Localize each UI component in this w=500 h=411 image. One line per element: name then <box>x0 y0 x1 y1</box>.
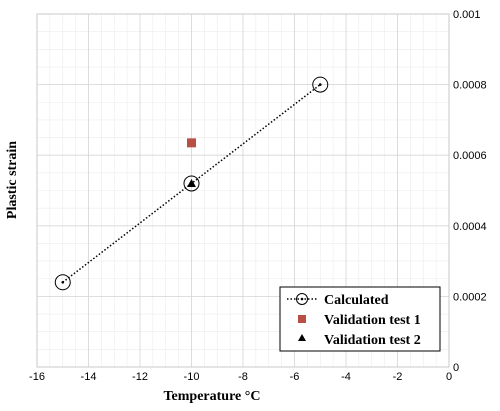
legend-marker-calculated <box>296 293 308 305</box>
data-point-center <box>61 280 65 284</box>
x-axis-title: Temperature °C <box>164 389 261 404</box>
legend-item-validation-test-1: Validation test 1 <box>298 313 421 328</box>
legend-item-calculated: Calculated <box>287 293 389 308</box>
x-axis-ticks: -16 -14 -12 -10 -8 -6 -4 -2 0 <box>29 371 452 383</box>
plot-frame <box>36 13 450 368</box>
x-tick-label: -16 <box>29 371 45 383</box>
x-tick-label: -12 <box>132 371 148 383</box>
series-validation-test-1 <box>187 138 196 148</box>
series-validation-test-2 <box>187 178 196 187</box>
series-layer <box>54 76 329 291</box>
legend-marker-calculated-dot <box>300 297 304 301</box>
x-tick-label: -4 <box>341 371 351 383</box>
x-tick-label: -8 <box>238 371 248 383</box>
data-point-center <box>318 83 322 86</box>
y-axis-title: Plastic strain <box>5 141 20 219</box>
x-tick-label: 0 <box>446 371 452 383</box>
x-tick-label: -10 <box>184 371 200 383</box>
data-point-circle <box>312 76 329 93</box>
legend-item-validation-test-2: Validation test 2 <box>298 333 421 348</box>
y-tick-label: 0.0004 <box>453 221 487 233</box>
data-point-triangle <box>187 178 196 187</box>
data-point-circle <box>183 175 200 192</box>
legend-label-calculated: Calculated <box>324 293 389 308</box>
legend-label-validation-test-2: Validation test 2 <box>324 333 421 348</box>
legend-label-validation-test-1: Validation test 1 <box>324 313 421 328</box>
y-tick-label: 0.0006 <box>453 150 487 162</box>
y-axis-ticks: 0 0.0002 0.0004 0.0006 0.0008 0.001 <box>453 9 487 374</box>
y-tick-label: 0.0008 <box>453 80 487 92</box>
x-tick-label: -14 <box>81 371 97 383</box>
y-tick-label: 0.001 <box>453 9 481 21</box>
y-tick-label: 0.0002 <box>453 291 487 303</box>
x-tick-label: -2 <box>393 371 403 383</box>
data-point-circle <box>54 274 71 291</box>
legend-marker-validation-test-1 <box>298 315 306 323</box>
data-point-square <box>187 138 196 148</box>
x-tick-label: -6 <box>290 371 300 383</box>
y-tick-label: 0 <box>453 362 459 374</box>
legend-marker-validation-test-2 <box>298 334 306 341</box>
legend-box <box>279 286 441 352</box>
legend: Calculated Validation test 1 Validation … <box>279 286 441 352</box>
